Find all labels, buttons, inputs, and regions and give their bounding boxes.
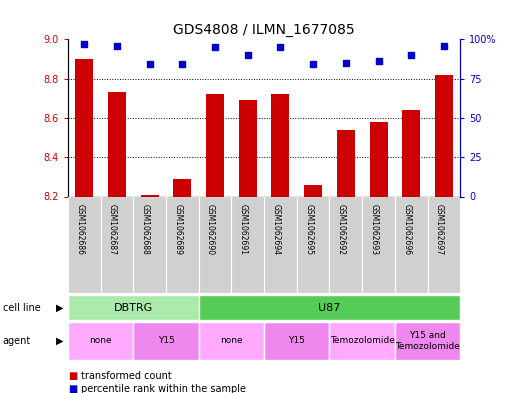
Bar	[264, 196, 297, 293]
Point	[244, 52, 252, 58]
Point	[145, 61, 154, 68]
Bar	[297, 196, 329, 293]
Text: percentile rank within the sample: percentile rank within the sample	[81, 384, 246, 393]
Point	[374, 58, 383, 64]
Point	[407, 52, 415, 58]
Bar	[133, 196, 166, 293]
Bar	[304, 185, 322, 196]
Point	[342, 60, 350, 66]
Text: Temozolomide: Temozolomide	[329, 336, 395, 345]
Point	[276, 44, 285, 50]
Bar	[100, 196, 133, 293]
Text: ■: ■	[68, 384, 77, 393]
Bar	[337, 130, 355, 196]
Bar	[68, 295, 199, 320]
Text: transformed count: transformed count	[81, 371, 172, 382]
Bar	[264, 322, 329, 360]
Bar	[239, 100, 257, 196]
Text: GSM1062690: GSM1062690	[206, 204, 215, 255]
Bar	[75, 59, 93, 196]
Text: DBTRG: DBTRG	[113, 303, 153, 312]
Text: ■: ■	[68, 371, 77, 382]
Bar	[329, 196, 362, 293]
Text: Y15 and
Temozolomide: Y15 and Temozolomide	[395, 331, 460, 351]
Title: GDS4808 / ILMN_1677085: GDS4808 / ILMN_1677085	[173, 23, 355, 37]
Bar	[370, 122, 388, 196]
Bar	[108, 92, 126, 196]
Bar	[68, 196, 100, 293]
Text: none: none	[89, 336, 112, 345]
Text: Y15: Y15	[157, 336, 175, 345]
Bar	[231, 196, 264, 293]
Text: none: none	[220, 336, 243, 345]
Text: GSM1062686: GSM1062686	[75, 204, 84, 255]
Bar	[362, 196, 395, 293]
Bar	[271, 94, 289, 196]
Text: GSM1062693: GSM1062693	[370, 204, 379, 255]
Bar	[68, 322, 133, 360]
Bar	[174, 179, 191, 196]
Point	[178, 61, 187, 68]
Text: U87: U87	[319, 303, 340, 312]
Text: GSM1062688: GSM1062688	[141, 204, 150, 255]
Text: ▶: ▶	[56, 336, 64, 346]
Text: Y15: Y15	[288, 336, 305, 345]
Bar	[395, 196, 428, 293]
Point	[80, 41, 88, 47]
Text: cell line: cell line	[3, 303, 40, 312]
Text: GSM1062696: GSM1062696	[402, 204, 411, 255]
Text: GSM1062687: GSM1062687	[108, 204, 117, 255]
Text: GSM1062689: GSM1062689	[174, 204, 183, 255]
Bar	[199, 196, 231, 293]
Text: GSM1062697: GSM1062697	[435, 204, 444, 255]
Bar	[141, 195, 158, 196]
Bar	[166, 196, 199, 293]
Bar	[199, 295, 460, 320]
Text: GSM1062692: GSM1062692	[337, 204, 346, 255]
Bar	[329, 322, 395, 360]
Point	[309, 61, 317, 68]
Bar	[199, 322, 264, 360]
Bar	[395, 322, 460, 360]
Text: agent: agent	[3, 336, 31, 346]
Bar	[402, 110, 420, 196]
Bar	[435, 75, 453, 196]
Text: ▶: ▶	[56, 303, 64, 312]
Text: GSM1062695: GSM1062695	[304, 204, 313, 255]
Point	[211, 44, 219, 50]
Point	[113, 42, 121, 49]
Bar	[133, 322, 199, 360]
Point	[440, 42, 448, 49]
Bar	[206, 94, 224, 196]
Bar	[428, 196, 460, 293]
Text: GSM1062691: GSM1062691	[239, 204, 248, 255]
Text: GSM1062694: GSM1062694	[271, 204, 280, 255]
